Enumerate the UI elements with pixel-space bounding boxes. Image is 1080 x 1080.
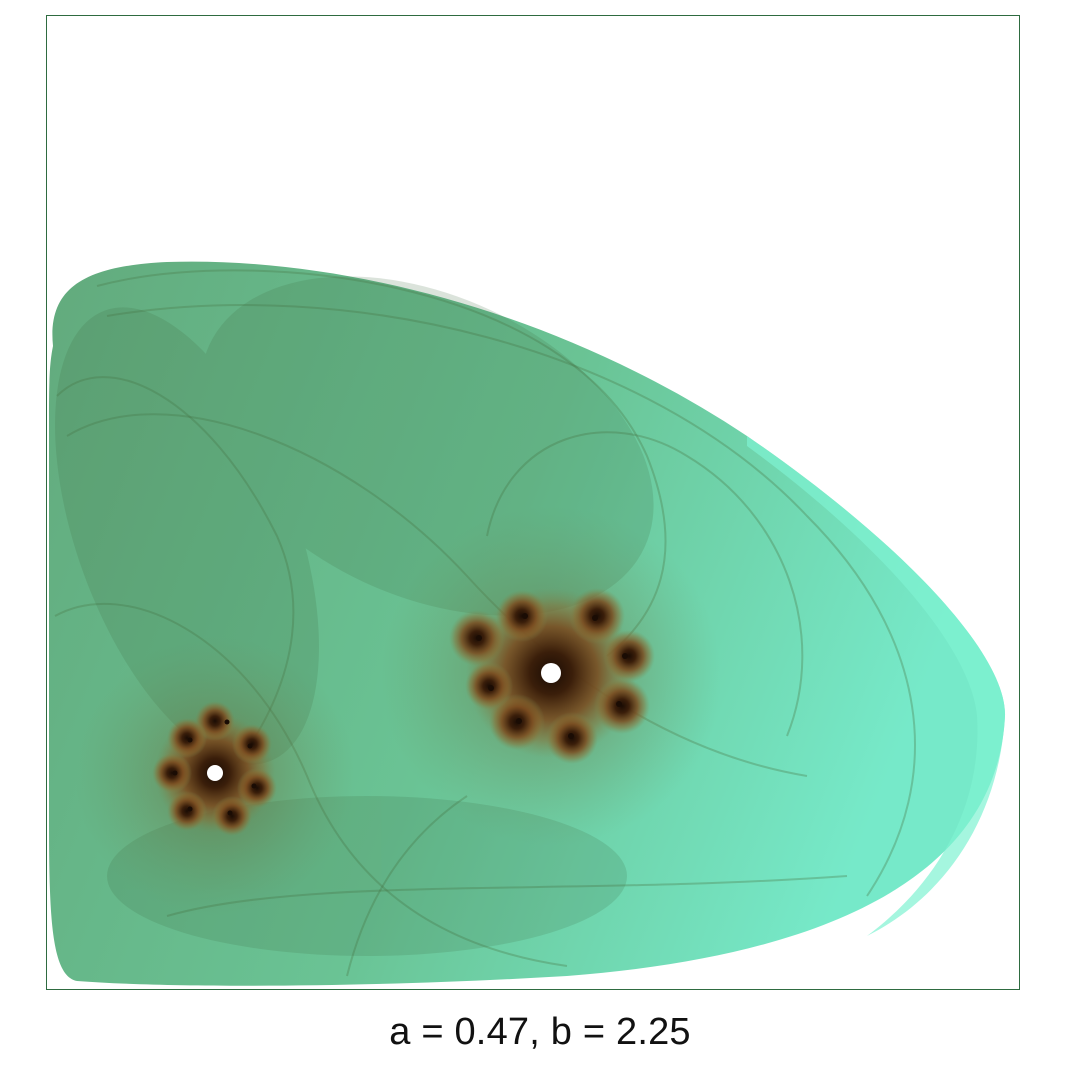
parameter-caption: a = 0.47, b = 2.25 bbox=[389, 1011, 691, 1053]
attractor-plot-frame bbox=[46, 15, 1020, 990]
loop-8 bbox=[106, 304, 916, 897]
attractor-fringe bbox=[747, 436, 1006, 936]
loop-7 bbox=[486, 431, 804, 737]
vortex-left bbox=[152, 701, 277, 836]
attractor-image bbox=[49, 261, 1006, 986]
loop-6 bbox=[346, 795, 468, 977]
